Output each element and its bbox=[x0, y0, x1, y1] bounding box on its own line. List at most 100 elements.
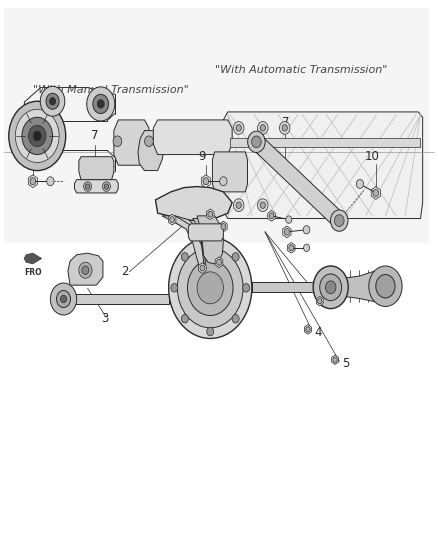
Circle shape bbox=[369, 266, 402, 306]
Circle shape bbox=[40, 86, 65, 116]
Polygon shape bbox=[138, 131, 164, 171]
Polygon shape bbox=[168, 214, 176, 225]
Polygon shape bbox=[28, 175, 37, 188]
Circle shape bbox=[47, 177, 54, 185]
Text: 9: 9 bbox=[198, 150, 206, 163]
Circle shape bbox=[269, 213, 274, 219]
Polygon shape bbox=[162, 216, 206, 269]
Text: "With Automatic Transmission": "With Automatic Transmission" bbox=[215, 66, 387, 75]
Polygon shape bbox=[252, 135, 343, 227]
Circle shape bbox=[208, 211, 212, 217]
Circle shape bbox=[303, 225, 310, 234]
Text: 3: 3 bbox=[102, 312, 109, 325]
Circle shape bbox=[50, 283, 77, 315]
Circle shape bbox=[145, 136, 153, 147]
Circle shape bbox=[220, 177, 227, 185]
Circle shape bbox=[46, 93, 59, 109]
Polygon shape bbox=[219, 221, 227, 232]
Text: "With Manual Transmission": "With Manual Transmission" bbox=[33, 85, 189, 94]
Circle shape bbox=[373, 189, 379, 197]
Circle shape bbox=[376, 274, 395, 298]
Circle shape bbox=[279, 122, 290, 134]
Text: 7: 7 bbox=[91, 129, 99, 142]
Polygon shape bbox=[230, 138, 420, 147]
Polygon shape bbox=[68, 253, 103, 285]
Text: 6: 6 bbox=[328, 298, 335, 311]
Text: 2: 2 bbox=[121, 265, 129, 278]
Circle shape bbox=[104, 184, 109, 189]
Circle shape bbox=[177, 248, 243, 328]
Circle shape bbox=[102, 182, 110, 191]
Polygon shape bbox=[304, 325, 311, 334]
Circle shape bbox=[207, 327, 214, 336]
Circle shape bbox=[216, 259, 221, 265]
Text: FRO: FRO bbox=[25, 268, 42, 277]
Polygon shape bbox=[173, 216, 204, 268]
Polygon shape bbox=[198, 263, 206, 273]
Polygon shape bbox=[223, 112, 423, 219]
Polygon shape bbox=[332, 269, 383, 304]
Circle shape bbox=[318, 298, 322, 304]
Circle shape bbox=[289, 245, 294, 251]
Circle shape bbox=[169, 237, 252, 338]
Circle shape bbox=[200, 265, 205, 271]
Polygon shape bbox=[201, 175, 210, 188]
Circle shape bbox=[260, 202, 265, 208]
Polygon shape bbox=[287, 243, 295, 253]
Circle shape bbox=[286, 216, 292, 223]
Polygon shape bbox=[332, 355, 339, 365]
Circle shape bbox=[9, 101, 66, 171]
Circle shape bbox=[113, 136, 122, 147]
Circle shape bbox=[87, 87, 115, 121]
Circle shape bbox=[247, 131, 265, 152]
Polygon shape bbox=[215, 257, 223, 268]
Polygon shape bbox=[153, 120, 232, 155]
Circle shape bbox=[181, 253, 188, 261]
Circle shape bbox=[30, 177, 36, 185]
Circle shape bbox=[22, 117, 53, 155]
Circle shape bbox=[282, 125, 287, 131]
Circle shape bbox=[251, 136, 261, 148]
Circle shape bbox=[171, 284, 178, 292]
Text: 8: 8 bbox=[26, 150, 33, 163]
Polygon shape bbox=[212, 152, 247, 192]
Circle shape bbox=[170, 216, 174, 223]
Circle shape bbox=[97, 100, 104, 108]
Circle shape bbox=[243, 284, 250, 292]
Circle shape bbox=[258, 199, 268, 212]
Circle shape bbox=[284, 229, 290, 235]
Polygon shape bbox=[252, 282, 328, 292]
Circle shape bbox=[187, 260, 233, 316]
Polygon shape bbox=[24, 253, 42, 264]
Circle shape bbox=[258, 122, 268, 134]
Polygon shape bbox=[371, 187, 380, 199]
Circle shape bbox=[33, 131, 41, 141]
Polygon shape bbox=[206, 209, 214, 220]
Circle shape bbox=[320, 274, 342, 301]
Circle shape bbox=[60, 295, 67, 303]
Circle shape bbox=[331, 210, 348, 231]
Circle shape bbox=[85, 184, 90, 189]
Circle shape bbox=[313, 266, 348, 309]
Circle shape bbox=[57, 290, 71, 308]
Circle shape bbox=[221, 223, 226, 230]
Circle shape bbox=[79, 262, 92, 278]
Polygon shape bbox=[188, 224, 223, 241]
Circle shape bbox=[93, 94, 109, 114]
Circle shape bbox=[304, 244, 310, 252]
Circle shape bbox=[236, 125, 241, 131]
Polygon shape bbox=[283, 226, 291, 238]
Circle shape bbox=[232, 314, 239, 323]
Polygon shape bbox=[316, 296, 323, 306]
Circle shape bbox=[325, 281, 336, 294]
Polygon shape bbox=[193, 219, 218, 259]
Circle shape bbox=[232, 253, 239, 261]
Circle shape bbox=[233, 199, 244, 212]
Circle shape bbox=[84, 182, 92, 191]
Circle shape bbox=[207, 240, 214, 248]
Circle shape bbox=[28, 125, 46, 147]
Text: 5: 5 bbox=[343, 357, 350, 370]
Circle shape bbox=[333, 357, 337, 362]
Text: 4: 4 bbox=[314, 326, 322, 339]
Circle shape bbox=[181, 314, 188, 323]
